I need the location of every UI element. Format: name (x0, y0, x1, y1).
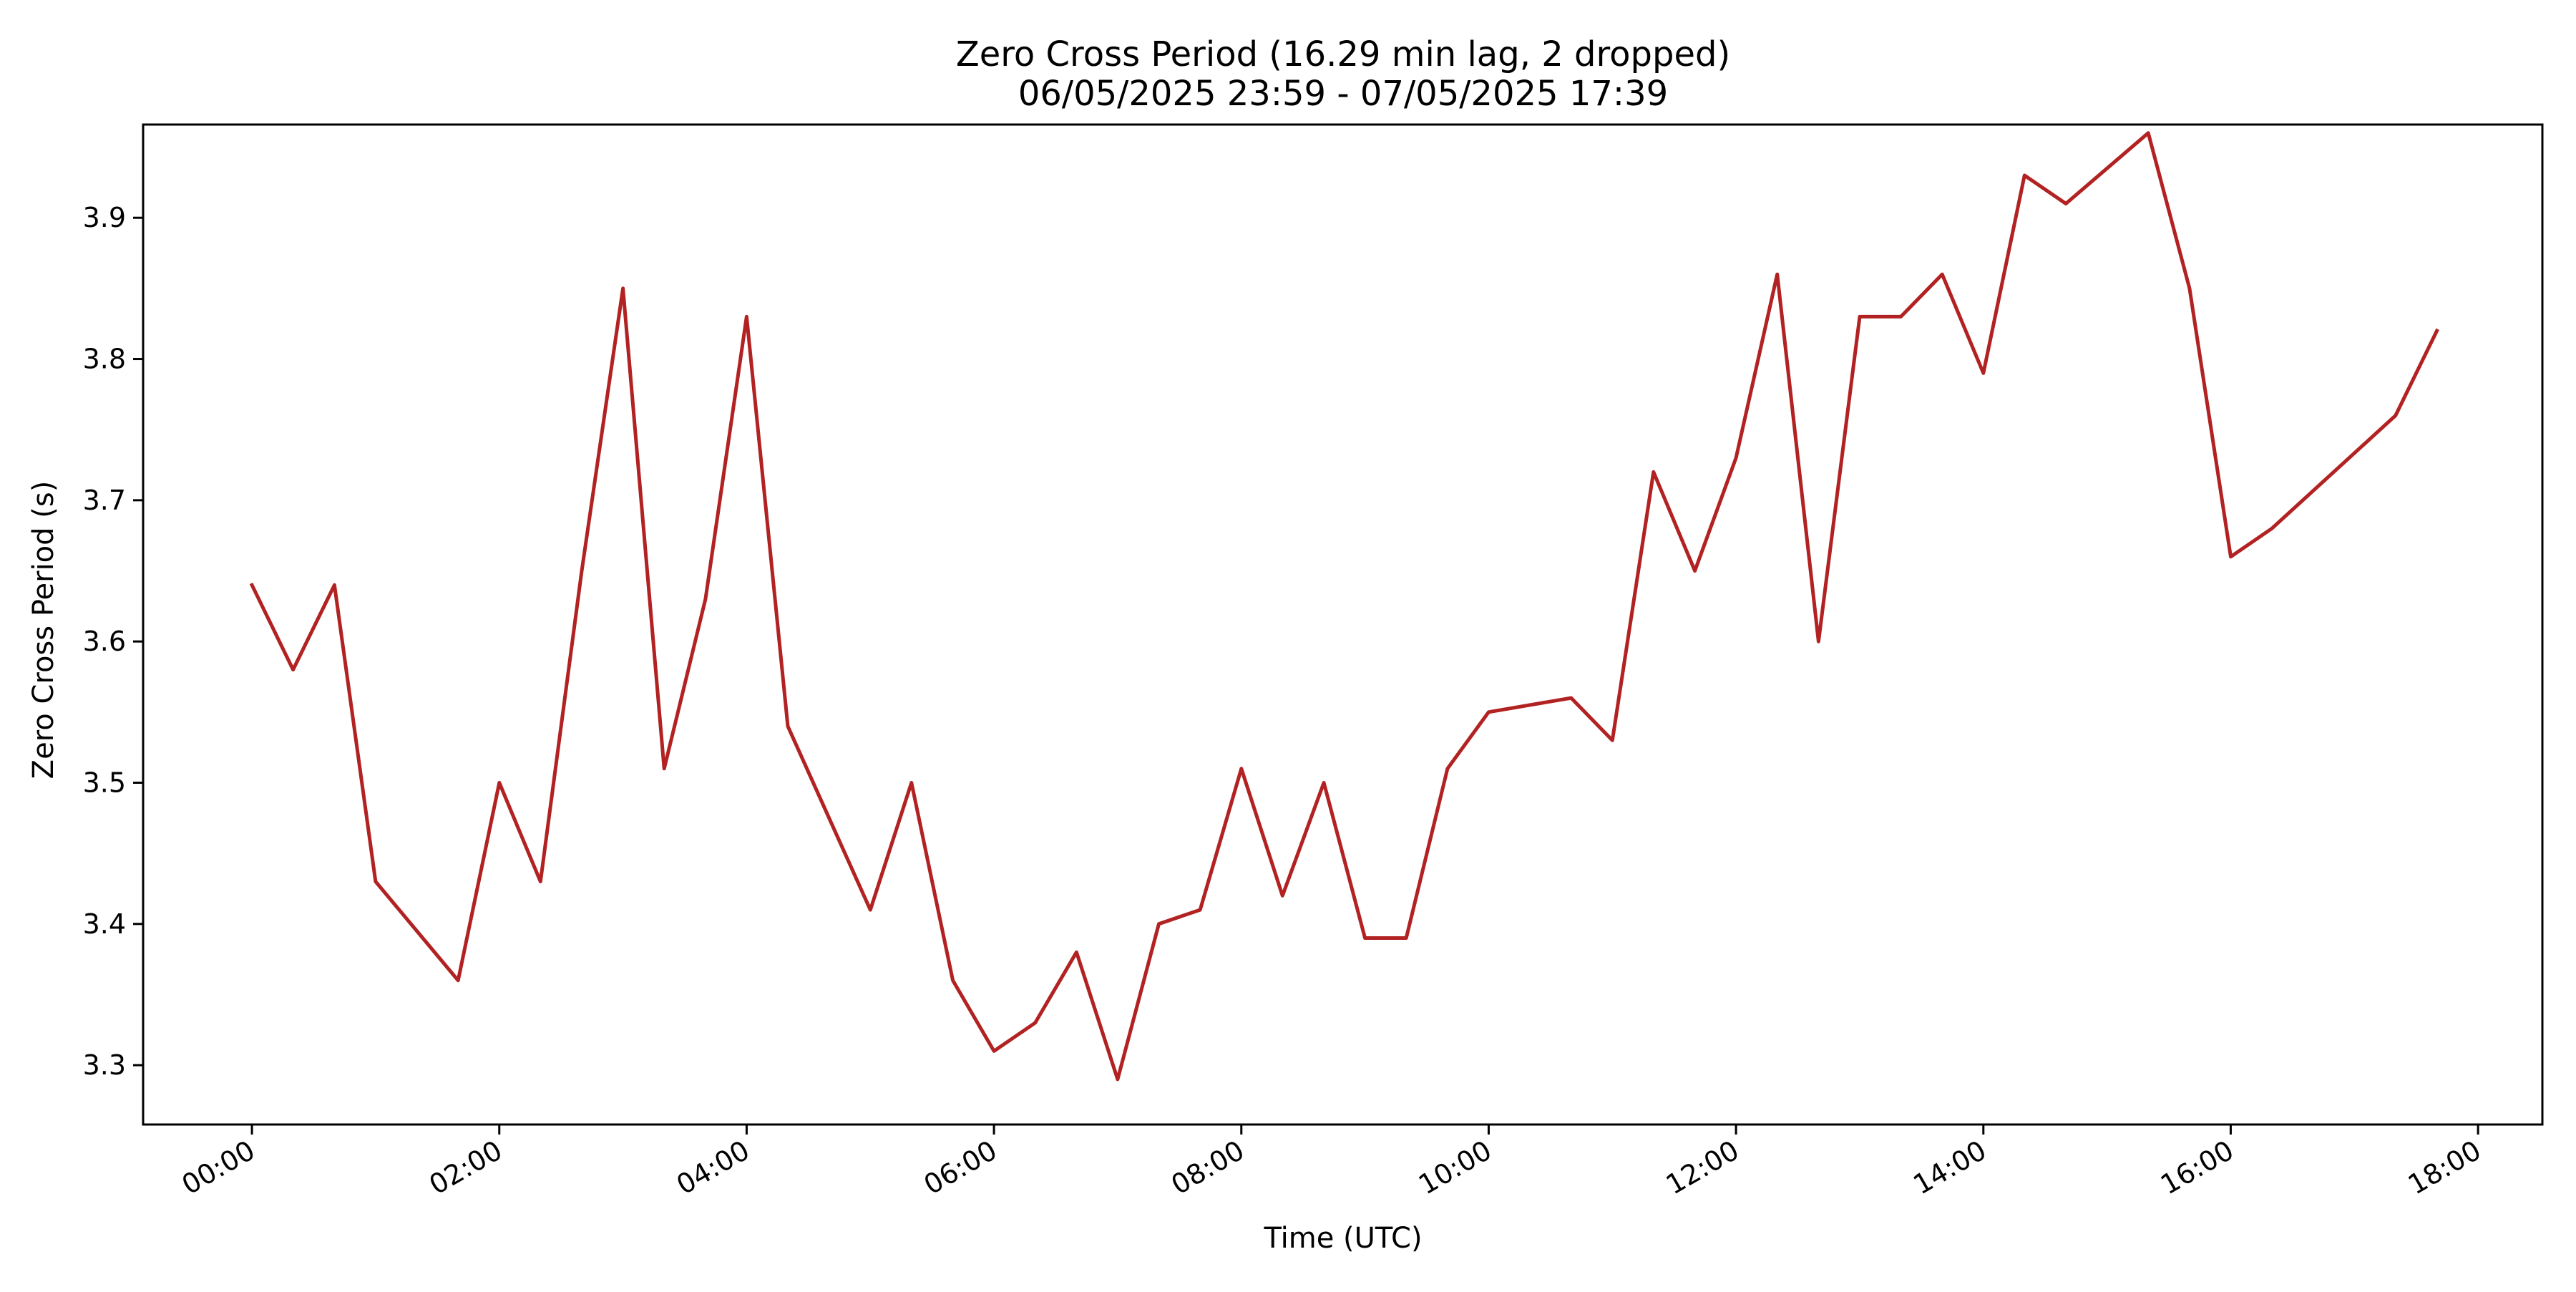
y-tick-label: 3.9 (83, 202, 126, 233)
chart-title: Zero Cross Period (16.29 min lag, 2 drop… (956, 34, 1730, 74)
data-point (1282, 895, 1283, 896)
data-point (952, 980, 954, 981)
y-tick-label: 3.6 (83, 626, 126, 657)
data-point (251, 584, 253, 586)
series-line-0 (249, 131, 2439, 1082)
y-tick-label: 3.5 (83, 767, 126, 798)
data-point (540, 881, 541, 883)
data-point (746, 316, 747, 317)
data-point (1983, 372, 1984, 374)
y-tick-label: 3.7 (83, 485, 126, 516)
data-point (2395, 415, 2396, 416)
y-tick-label: 3.4 (83, 908, 126, 940)
data-point (663, 768, 665, 769)
chart-subtitle: 06/05/2025 23:59 - 07/05/2025 17:39 (1018, 74, 1668, 114)
data-point (2065, 203, 2067, 204)
data-point (1158, 923, 1159, 925)
data-point (1735, 457, 1737, 459)
data-point (1488, 711, 1489, 713)
data-point (457, 980, 459, 981)
data-point (1694, 570, 1696, 571)
x-axis-label: Time (UTC) (1263, 1222, 1422, 1255)
data-point (333, 584, 335, 586)
data-point (705, 598, 706, 600)
data-point (1075, 951, 1077, 953)
data-point (375, 881, 376, 883)
plot-frame (142, 123, 2544, 1126)
y-axis-label: Zero Cross Period (s) (27, 481, 60, 779)
data-point (787, 726, 789, 727)
y-tick-label: 3.3 (83, 1049, 126, 1081)
data-point (2024, 175, 2025, 176)
data-point (1611, 739, 1613, 741)
data-point (1818, 641, 1819, 642)
data-point (1941, 273, 1943, 275)
data-point (1447, 768, 1448, 769)
y-tick-label: 3.8 (83, 344, 126, 375)
data-point (2271, 528, 2273, 529)
data-point (911, 782, 912, 783)
data-point (2230, 556, 2231, 558)
data-point (2147, 132, 2149, 134)
